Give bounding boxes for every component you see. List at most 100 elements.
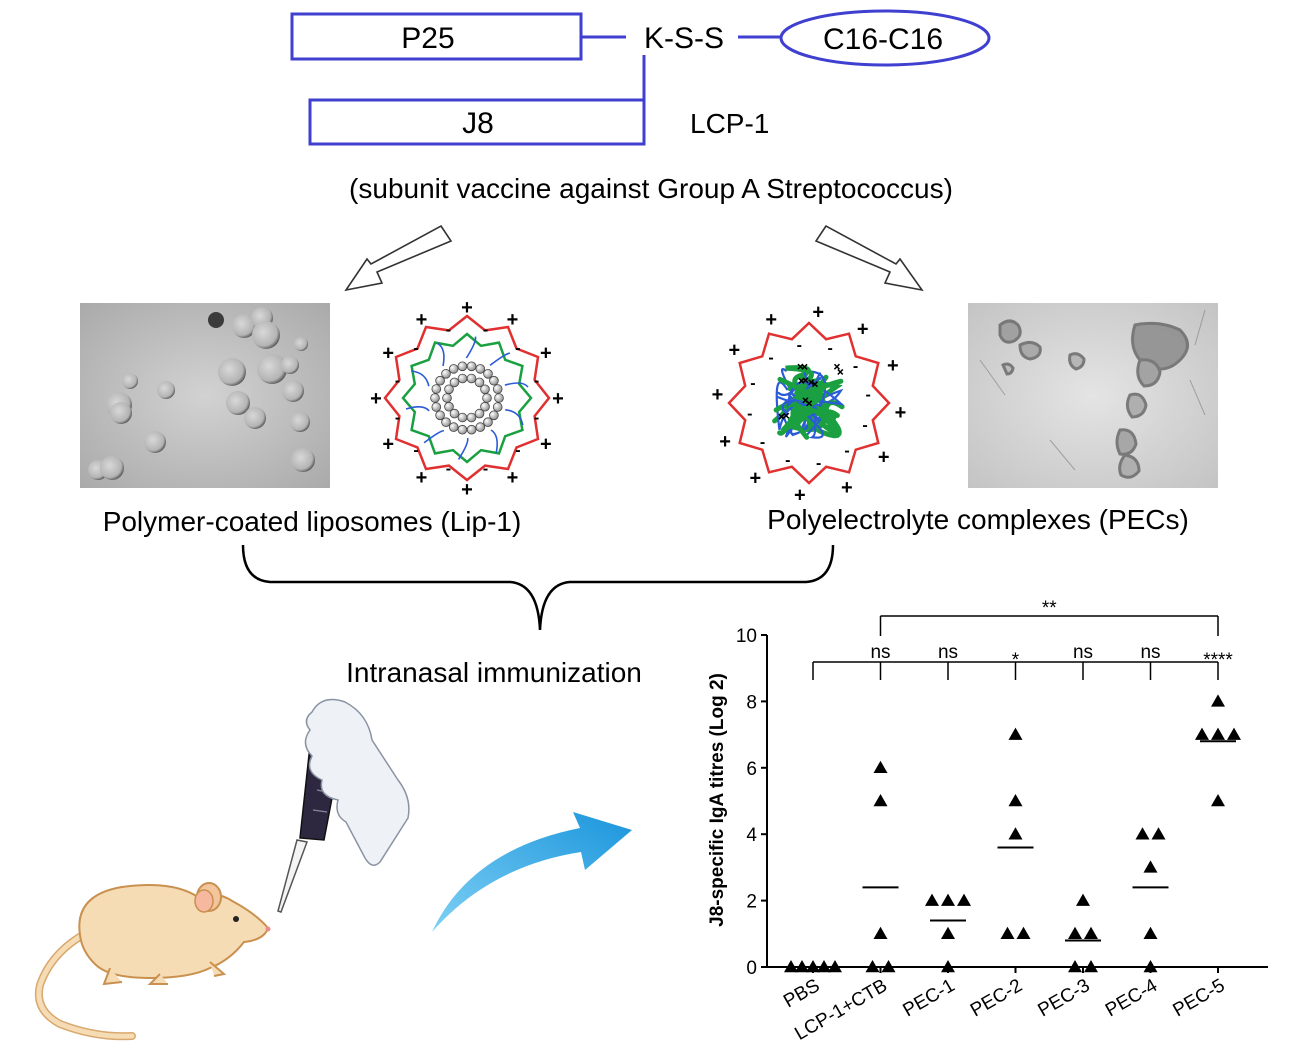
y-tick-label: 6	[746, 759, 757, 780]
mouse-leg-mid	[147, 973, 168, 985]
significance-label: ****	[1203, 650, 1233, 671]
positive-charge: +	[552, 388, 564, 410]
negative-charge: -	[828, 340, 833, 357]
positive-charge: +	[878, 447, 890, 469]
positive-charge: +	[728, 339, 740, 361]
split-arrows	[344, 224, 924, 292]
data-point	[941, 893, 955, 906]
polymer-strand	[777, 368, 827, 429]
antigen-chain	[405, 406, 430, 412]
negative-charge: -	[862, 417, 867, 434]
lipid-head	[489, 410, 499, 421]
positive-charge: +	[841, 477, 853, 499]
lipid-head	[483, 417, 493, 428]
significance-label: ns	[870, 642, 890, 663]
data-point	[1227, 727, 1241, 740]
antigen-chain	[505, 409, 524, 426]
lipid-head	[435, 410, 445, 421]
polymer-strand	[777, 376, 827, 429]
kss-label: K-S-S	[644, 22, 724, 55]
x-tick-label: PEC-2	[967, 975, 1026, 1021]
antigen-chain	[490, 429, 499, 453]
lipid-head	[475, 364, 486, 374]
p25-label: P25	[401, 22, 454, 55]
chart-axes	[766, 635, 1268, 968]
antigen-chain	[489, 352, 511, 366]
pec-tem-image	[968, 303, 1218, 488]
antigen-chain	[437, 342, 445, 367]
data-point	[1008, 727, 1023, 740]
polymer-strand	[781, 376, 845, 416]
lipid-head	[474, 408, 485, 419]
lipid-head	[457, 373, 468, 384]
data-point	[1000, 926, 1015, 940]
mouse-body	[78, 884, 270, 980]
positive-charge: +	[857, 318, 869, 340]
y-tick-label: 8	[746, 692, 757, 713]
negative-charge: -	[816, 455, 821, 472]
positive-charge: +	[416, 467, 428, 489]
mouse-illustration	[35, 882, 271, 1041]
route-label: Intranasal immunization	[346, 657, 642, 688]
positive-charge: +	[370, 388, 382, 410]
data-point	[784, 960, 798, 973]
positive-charge: +	[507, 309, 519, 331]
mouse-leg-back	[102, 967, 123, 986]
positive-charge: +	[895, 402, 907, 424]
lip1-schematic: +- +- +-+-+-+-+-+-+-+-+ -+ -	[370, 297, 564, 501]
positive-charge: +	[416, 309, 428, 331]
antigen-chain	[411, 370, 430, 387]
negative-charge: -	[844, 443, 849, 460]
left-hollow-arrow	[344, 224, 453, 292]
right-hollow-arrow	[814, 224, 924, 292]
lipid-head	[480, 384, 490, 395]
data-point	[941, 926, 955, 940]
data-point	[828, 960, 842, 973]
negative-charge: -	[785, 452, 790, 469]
pec-surface-charges: +-+- +-+-+-+-+-+-+-+-+ -+-	[712, 302, 907, 507]
mouse-ear	[194, 889, 214, 913]
antigen-chain	[504, 382, 529, 388]
negative-charge: -	[747, 406, 752, 423]
lipid-head	[431, 384, 442, 394]
data-point	[1084, 926, 1098, 940]
significance-label: ns	[938, 642, 958, 663]
antigen-chain	[423, 429, 445, 444]
lip1-outer-polymer-layer	[383, 314, 551, 482]
data-point	[925, 893, 939, 906]
mouse-tail-inner	[36, 927, 135, 1039]
lipid-head	[441, 368, 451, 379]
lipid-head	[489, 375, 499, 386]
negative-charge: -	[534, 410, 539, 427]
pec-outer-layer	[727, 321, 891, 485]
data-point	[1076, 893, 1090, 906]
data-point	[873, 926, 888, 940]
significance-label: ns	[1073, 642, 1093, 663]
negative-charge: -	[515, 340, 520, 357]
liposome-tem-image	[80, 303, 330, 488]
negative-charge: -	[534, 372, 539, 389]
c16-lipid-ellipse	[779, 9, 991, 67]
vaccine-description: (subunit vaccine against Group A Strepto…	[349, 173, 953, 204]
lipid-head	[492, 384, 503, 394]
positive-charge: +	[749, 468, 761, 490]
lipid-head	[435, 375, 445, 386]
lcp1-label: LCP-1	[690, 108, 769, 139]
data-point	[1151, 827, 1166, 840]
negative-charge: -	[446, 461, 451, 478]
positive-charge: +	[719, 431, 731, 453]
x-tick-label: PEC-4	[1102, 975, 1161, 1021]
mouse-nose	[265, 926, 271, 932]
lipid-head	[457, 361, 468, 372]
positive-charge: +	[507, 467, 519, 489]
x-tick-label: PEC-3	[1035, 975, 1094, 1021]
positive-charge: +	[382, 343, 394, 365]
lcp1-construct: P25 K-S-S C16-C16 J8 LCP-1 (subunit vacc…	[290, 9, 991, 204]
data-point	[1135, 827, 1150, 840]
data-point	[1143, 926, 1158, 940]
x-tick-label: PBS	[780, 975, 823, 1012]
chart-y-axis-label: J8-specific IgA titres (Log 2)	[707, 673, 728, 927]
positive-charge: +	[794, 485, 806, 507]
antigen-chain	[465, 336, 477, 359]
